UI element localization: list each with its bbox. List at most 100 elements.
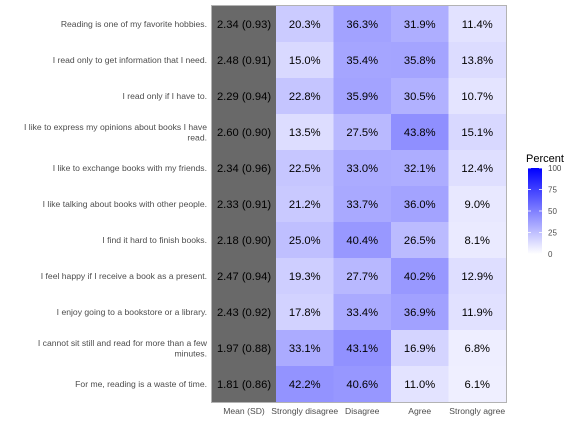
- heatmap-cell: [448, 186, 507, 223]
- heatmap-cell: [276, 6, 334, 43]
- row-label: For me, reading is a waste of time.: [75, 379, 207, 389]
- cell-value-label: 10.7%: [461, 91, 493, 103]
- heatmap-cell: [333, 366, 392, 403]
- heatmap-cell: [448, 78, 507, 115]
- heatmap-cell: [448, 114, 507, 151]
- column-label: Strongly disagree: [271, 406, 338, 416]
- row-label: I like to express my opinions about book…: [24, 122, 207, 143]
- legend-tick-label: 50: [548, 207, 557, 216]
- cell-value-label: 30.5%: [404, 91, 436, 103]
- row-label: I like talking about books with other pe…: [43, 199, 207, 209]
- cell-value-label: 6.1%: [465, 379, 491, 391]
- heatmap-cell: [276, 222, 334, 259]
- heatmap-cell: [391, 114, 449, 151]
- mean-sd-label: 2.60 (0.90): [217, 127, 271, 139]
- row-label: I enjoy going to a bookstore or a librar…: [57, 307, 207, 317]
- cell-value-label: 42.2%: [289, 379, 321, 391]
- cell-value-label: 40.4%: [346, 235, 378, 247]
- heatmap-cell: [391, 150, 449, 187]
- cell-value-label: 32.1%: [404, 163, 436, 175]
- cell-value-label: 13.5%: [289, 127, 321, 139]
- mean-sd-cell: [212, 78, 277, 115]
- cell-value-label: 35.8%: [404, 55, 436, 67]
- mean-sd-label: 2.48 (0.91): [217, 55, 271, 67]
- cell-value-label: 26.5%: [404, 235, 436, 247]
- row-label: I cannot sit still and read for more tha…: [38, 338, 208, 359]
- heatmap-cell: [448, 294, 507, 331]
- heatmap-cell: [276, 150, 334, 187]
- heatmap-cell: [333, 186, 392, 223]
- row-label: Reading is one of my favorite hobbies.: [61, 19, 207, 29]
- heatmap-cell: [276, 186, 334, 223]
- heatmap-cell: [333, 78, 392, 115]
- legend-tick-label: 75: [548, 186, 557, 195]
- cell-value-label: 15.1%: [461, 127, 493, 139]
- heatmap-cell: [391, 330, 449, 367]
- cell-value-label: 12.4%: [461, 163, 493, 175]
- heatmap-cell: [276, 258, 334, 295]
- heatmap-cells: 2.34 (0.93) 20.3% 36.3% 31.9% 11.4% 2.48 (0.9…: [212, 6, 507, 403]
- mean-sd-cell: [212, 222, 277, 259]
- heatmap-cell: [333, 258, 392, 295]
- heatmap-cell: [333, 330, 392, 367]
- cell-value-label: 43.1%: [346, 343, 378, 355]
- heatmap-cell: [276, 42, 334, 79]
- heatmap-cell: [448, 42, 507, 79]
- legend: Percent 0 25 50 75 100: [526, 153, 564, 259]
- heatmap-cell: [333, 114, 392, 151]
- heatmap-cell: [391, 186, 449, 223]
- legend-tick-label: 100: [548, 164, 562, 173]
- heatmap-cell: [276, 78, 334, 115]
- cell-value-label: 22.8%: [289, 91, 321, 103]
- mean-sd-label: 2.33 (0.91): [217, 199, 271, 211]
- heatmap-cell: [276, 366, 334, 403]
- column-label: Agree: [408, 406, 431, 416]
- heatmap-cell: [276, 114, 334, 151]
- heatmap-cell: [333, 42, 392, 79]
- heatmap-cell: [333, 150, 392, 187]
- panel-border: [211, 5, 507, 403]
- cell-value-label: 36.3%: [346, 19, 378, 31]
- heatmap-cell: [391, 366, 449, 403]
- column-label: Mean (SD): [223, 406, 265, 416]
- cell-value-label: 27.7%: [346, 271, 378, 283]
- cell-value-label: 11.0%: [404, 379, 435, 391]
- row-label: I read only to get information that I ne…: [53, 55, 207, 65]
- cell-value-label: 35.4%: [346, 55, 378, 67]
- cell-value-label: 13.8%: [461, 55, 493, 67]
- cell-value-label: 36.0%: [404, 199, 436, 211]
- cell-value-label: 16.9%: [404, 343, 436, 355]
- mean-sd-label: 2.34 (0.96): [217, 163, 271, 175]
- mean-sd-cell: [212, 114, 277, 151]
- heatmap-cell: [276, 294, 334, 331]
- heatmap-cell: [391, 294, 449, 331]
- cell-value-label: 8.1%: [465, 235, 491, 247]
- heatmap-cell: [276, 330, 334, 367]
- mean-sd-label: 1.81 (0.86): [217, 379, 271, 391]
- cell-value-label: 35.9%: [346, 91, 378, 103]
- heatmap-cell: [391, 6, 449, 43]
- legend-tick-label: 0: [548, 250, 553, 259]
- legend-title: Percent: [526, 153, 564, 165]
- mean-sd-label: 2.43 (0.92): [217, 307, 271, 319]
- mean-sd-cell: [212, 150, 277, 187]
- cell-value-label: 22.5%: [289, 163, 321, 175]
- cell-value-label: 20.3%: [289, 19, 321, 31]
- heatmap-cell: [391, 42, 449, 79]
- legend-tick-label: 25: [548, 229, 557, 238]
- column-label: Disagree: [345, 406, 380, 416]
- cell-value-label: 11.4%: [462, 19, 493, 31]
- cell-value-label: 6.8%: [465, 343, 491, 355]
- heatmap-cell: [448, 258, 507, 295]
- legend-colorbar: [528, 168, 542, 254]
- mean-sd-cell: [212, 366, 277, 403]
- mean-sd-cell: [212, 294, 277, 331]
- column-label: Strongly agree: [449, 406, 505, 416]
- row-label: I read only if I have to.: [122, 91, 207, 101]
- mean-sd-cell: [212, 42, 277, 79]
- cell-value-label: 17.8%: [289, 307, 321, 319]
- cell-value-label: 40.6%: [346, 379, 378, 391]
- column-labels: Mean (SD) Strongly disagree Disagree Agree S…: [223, 406, 505, 416]
- legend-ticks: 0 25 50 75 100: [528, 164, 562, 259]
